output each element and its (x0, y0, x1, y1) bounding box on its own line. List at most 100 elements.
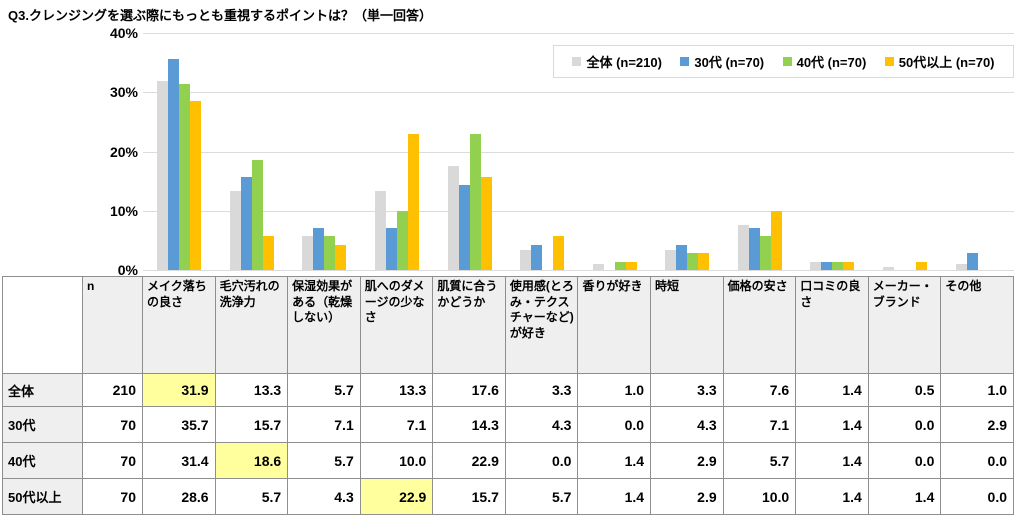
value-cell: 0.0 (577, 406, 652, 443)
chart-bar (665, 250, 677, 270)
chart-bar (821, 261, 833, 270)
value-cell: 13.3 (214, 373, 289, 407)
value-cell: 1.0 (577, 373, 652, 407)
n-value-cell: 70 (82, 478, 143, 515)
chart-legend: 全体 (n=210) 30代 (n=70) 40代 (n=70) 50代以上 (n=7… (553, 45, 1014, 78)
table-row: 40代 70 31.4 18.6 5.7 10.0 22.9 0.0 1.4 2.9 5.7 1.4 0… (2, 442, 1014, 479)
value-cell: 4.3 (650, 406, 724, 443)
y-axis-tick-label: 0% (117, 262, 138, 278)
gridline (143, 210, 1014, 212)
value-cell: 17.6 (432, 373, 506, 407)
legend-label: 30代 (n=70) (694, 55, 765, 70)
value-cell: 2.9 (650, 442, 724, 479)
n-value-cell: 70 (82, 442, 143, 479)
chart-bar (157, 81, 169, 270)
chart-bar (676, 244, 688, 270)
chart-bar (883, 267, 895, 270)
y-axis-tick-label: 40% (109, 25, 138, 41)
data-table: n メイク落ちの良さ 毛穴汚れの洗浄力 保湿効果がある（乾燥しない） 肌へのダメージの少… (2, 276, 1014, 515)
legend-swatch-icon (572, 57, 582, 66)
value-cell: 2.9 (940, 406, 1014, 443)
value-cell: 5.7 (214, 478, 289, 515)
chart-bar (759, 236, 771, 270)
gridline (143, 151, 1014, 153)
value-cell-highlighted: 22.9 (359, 478, 434, 515)
chart-bar (520, 250, 532, 270)
legend-label: 50代以上 (n=70) (898, 55, 995, 70)
table-header-cell: 香りが好き (577, 276, 652, 374)
legend-swatch-icon (680, 57, 690, 66)
value-cell: 1.4 (577, 478, 652, 515)
chart-bar (625, 261, 637, 270)
chart-bar (375, 191, 387, 270)
bar-group (506, 33, 579, 270)
plot-area (143, 33, 1014, 271)
value-cell: 2.9 (650, 478, 724, 515)
value-cell: 0.0 (867, 442, 942, 479)
chart-bar (386, 227, 398, 270)
table-header-cell: 肌へのダメージの少なさ (359, 276, 434, 374)
legend-label: 全体 (n=210) (586, 55, 662, 70)
value-cell: 31.4 (142, 442, 216, 479)
chart-bar (469, 134, 481, 270)
value-cell: 14.3 (432, 406, 506, 443)
value-cell: 0.5 (867, 373, 942, 407)
value-cell: 0.0 (867, 406, 942, 443)
chart-bar (592, 264, 604, 270)
table-header-cell: 時短 (650, 276, 724, 374)
y-axis-tick-label: 30% (109, 84, 138, 101)
chart-bar (335, 244, 347, 270)
chart-bar (240, 177, 252, 270)
chart-bar (698, 252, 710, 270)
chart-bar (687, 252, 699, 270)
chart-bar (190, 100, 202, 270)
chart-bar (458, 185, 470, 270)
row-label-cell: 50代以上 (2, 478, 83, 515)
value-cell: 1.4 (795, 406, 869, 443)
n-header-cell: n (82, 276, 143, 374)
chart-title: Q3.クレンジングを選ぶ際にもっとも重視するポイントは？（単一回答） (8, 8, 432, 23)
chart-bar (553, 236, 565, 270)
n-value-cell: 70 (82, 406, 143, 443)
chart-bar (229, 191, 241, 270)
bar-group (143, 33, 216, 270)
chart-bar (966, 252, 978, 270)
value-cell-highlighted: 31.9 (142, 373, 216, 407)
table-header-cell: 肌質に合うかどうか (432, 276, 506, 374)
chart-bar (302, 236, 314, 270)
bar-group (796, 33, 869, 270)
chart-bar (324, 236, 336, 270)
corner-cell (2, 276, 83, 374)
table-header-cell: 保湿効果がある（乾燥しない） (287, 276, 361, 374)
chart-bar (770, 210, 782, 270)
chart-bar (480, 177, 492, 270)
row-label-cell: 40代 (2, 442, 83, 479)
legend-swatch-icon (782, 57, 792, 66)
bar-group (578, 33, 651, 270)
bar-group (651, 33, 724, 270)
bar-group (941, 33, 1014, 270)
legend-item: 全体 (n=210) (572, 52, 662, 71)
value-cell: 0.0 (504, 442, 579, 479)
bar-groups (143, 33, 1014, 270)
value-cell: 7.1 (287, 406, 361, 443)
gridline (143, 92, 1014, 94)
chart-bar (179, 84, 191, 270)
value-cell: 15.7 (432, 478, 506, 515)
bar-group (361, 33, 434, 270)
y-axis-tick-label: 10% (109, 202, 138, 219)
value-cell: 1.0 (940, 373, 1014, 407)
chart-bar (531, 244, 543, 270)
value-cell: 5.7 (287, 442, 361, 479)
value-cell: 0.0 (940, 478, 1014, 515)
table-header-cell: メイク落ちの良さ (142, 276, 216, 374)
value-cell: 22.9 (432, 442, 506, 479)
value-cell: 1.4 (867, 478, 942, 515)
chart-bar (737, 225, 749, 270)
value-cell: 0.0 (940, 442, 1014, 479)
chart-bar (832, 261, 844, 270)
n-value-cell: 210 (82, 373, 143, 407)
bar-group (216, 33, 289, 270)
bar-group (869, 33, 942, 270)
table-header-cell: 口コミの良さ (795, 276, 869, 374)
